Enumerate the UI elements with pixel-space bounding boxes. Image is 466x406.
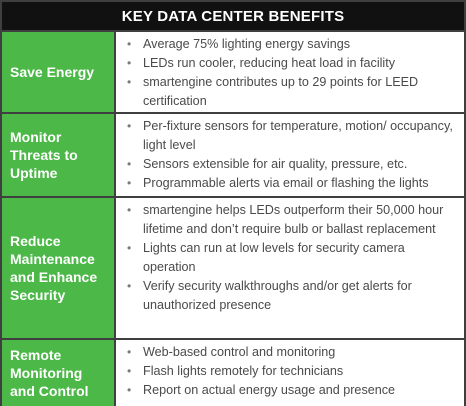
list-item-text: Web-based control and monitoring bbox=[143, 345, 336, 359]
bullet-icon: • bbox=[127, 203, 132, 217]
list-item-text: Lights can run at low levels for securit… bbox=[143, 241, 405, 274]
list-item: • Per-fixture sensors for temperature, mo… bbox=[122, 117, 458, 155]
bullet-icon: • bbox=[127, 119, 132, 133]
bullet-icon: • bbox=[127, 383, 132, 397]
bullet-icon: • bbox=[127, 56, 132, 70]
table-title: KEY DATA CENTER BENEFITS bbox=[2, 2, 464, 32]
bullet-icon: • bbox=[127, 75, 132, 89]
row-label: Monitor Threats to Uptime bbox=[2, 114, 116, 196]
row-label: Reduce Maintenance and Enhance Security bbox=[2, 198, 116, 338]
list-item: • smartengine contributes up to 29 points… bbox=[122, 73, 458, 111]
list-item-text: Average 75% lighting energy savings bbox=[143, 37, 350, 51]
row-content: • Average 75% lighting energy savings • LE… bbox=[116, 32, 464, 112]
list-item: • Web-based control and monitoring bbox=[122, 343, 458, 362]
table-row-save-energy: Save Energy • Average 75% lighting energy… bbox=[2, 32, 464, 114]
list-item-text: smartengine helps LEDs outperform their … bbox=[143, 203, 444, 236]
row-label: Remote Monitoring and Control bbox=[2, 340, 116, 406]
bullet-list: • smartengine helps LEDs outperform their… bbox=[122, 201, 458, 315]
list-item: • Programmable alerts via email or flashi… bbox=[122, 174, 458, 193]
bullet-icon: • bbox=[127, 345, 132, 359]
list-item-text: Flash lights remotely for technicians bbox=[143, 364, 344, 378]
list-item: • LEDs run cooler, reducing heat load in … bbox=[122, 54, 458, 73]
bullet-list: • Web-based control and monitoring • Flash… bbox=[122, 343, 458, 400]
list-item-text: LEDs run cooler, reducing heat load in f… bbox=[143, 56, 396, 70]
list-item-text: Per-fixture sensors for temperature, mot… bbox=[143, 119, 453, 152]
row-content: • Per-fixture sensors for temperature, mo… bbox=[116, 114, 464, 196]
bullet-icon: • bbox=[127, 176, 132, 190]
table-row-remote-monitoring: Remote Monitoring and Control • Web-based… bbox=[2, 340, 464, 406]
list-item-text: Report on actual energy usage and presen… bbox=[143, 383, 396, 397]
list-item: • Average 75% lighting energy savings bbox=[122, 35, 458, 54]
list-item-text: Sensors extensible for air quality, pres… bbox=[143, 157, 408, 171]
list-item-text: Verify security walkthroughs and/or get … bbox=[143, 279, 412, 312]
bullet-icon: • bbox=[127, 241, 132, 255]
bullet-list: • Average 75% lighting energy savings • LE… bbox=[122, 35, 458, 111]
row-content: • smartengine helps LEDs outperform their… bbox=[116, 198, 464, 338]
list-item-text: smartengine contributes up to 29 points … bbox=[143, 75, 419, 108]
bullet-icon: • bbox=[127, 37, 132, 51]
row-content: • Web-based control and monitoring • Flash… bbox=[116, 340, 464, 406]
list-item: • Report on actual energy usage and prese… bbox=[122, 381, 458, 400]
list-item: • Sensors extensible for air quality, pre… bbox=[122, 155, 458, 174]
row-label: Save Energy bbox=[2, 32, 116, 112]
table-row-reduce-maintenance: Reduce Maintenance and Enhance Security … bbox=[2, 198, 464, 340]
list-item: • Flash lights remotely for technicians bbox=[122, 362, 458, 381]
table-row-monitor-threats: Monitor Threats to Uptime • Per-fixture s… bbox=[2, 114, 464, 198]
bullet-icon: • bbox=[127, 364, 132, 378]
list-item: • Lights can run at low levels for securi… bbox=[122, 239, 458, 277]
bullet-icon: • bbox=[127, 279, 132, 293]
bullet-list: • Per-fixture sensors for temperature, mo… bbox=[122, 117, 458, 193]
list-item: • Verify security walkthroughs and/or get… bbox=[122, 277, 458, 315]
list-item: • smartengine helps LEDs outperform their… bbox=[122, 201, 458, 239]
bullet-icon: • bbox=[127, 157, 132, 171]
list-item-text: Programmable alerts via email or flashin… bbox=[143, 176, 429, 190]
